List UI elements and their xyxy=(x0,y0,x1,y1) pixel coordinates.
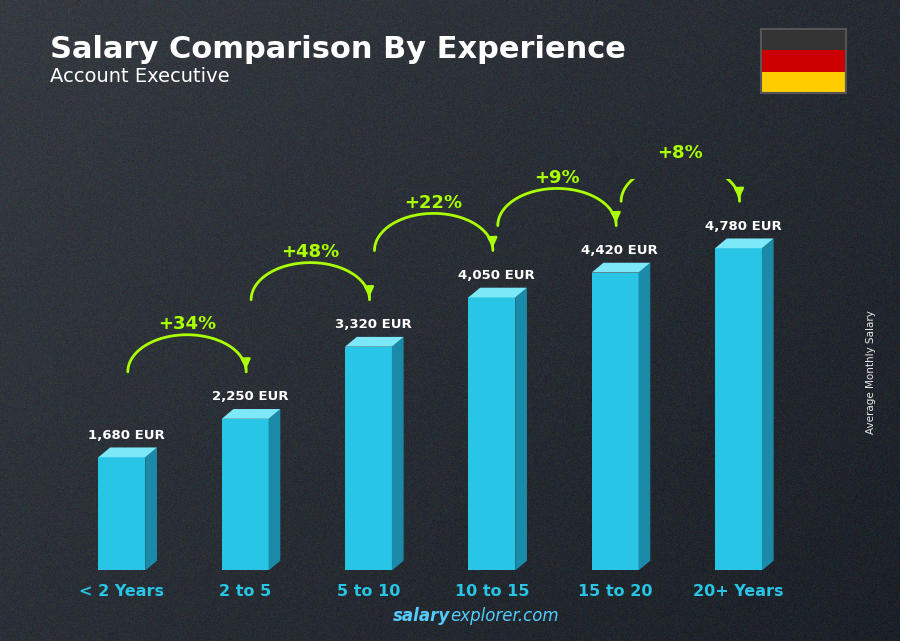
Text: +48%: +48% xyxy=(281,243,339,261)
Polygon shape xyxy=(468,288,527,297)
Bar xyxy=(98,457,145,570)
Bar xyxy=(345,347,392,570)
Bar xyxy=(591,272,639,570)
Bar xyxy=(760,50,846,72)
Text: 4,420 EUR: 4,420 EUR xyxy=(581,244,658,257)
Polygon shape xyxy=(268,409,280,570)
Text: 4,780 EUR: 4,780 EUR xyxy=(705,220,781,233)
Text: +34%: +34% xyxy=(158,315,216,333)
Text: Average Monthly Salary: Average Monthly Salary xyxy=(866,310,877,434)
Text: Salary Comparison By Experience: Salary Comparison By Experience xyxy=(50,35,625,64)
Polygon shape xyxy=(591,263,651,272)
Bar xyxy=(715,248,762,570)
Text: +9%: +9% xyxy=(535,169,580,187)
Polygon shape xyxy=(639,263,651,570)
Text: explorer.com: explorer.com xyxy=(450,607,559,625)
Polygon shape xyxy=(98,447,157,457)
Bar xyxy=(760,72,846,93)
Polygon shape xyxy=(221,409,280,419)
Text: 3,320 EUR: 3,320 EUR xyxy=(335,318,411,331)
Bar xyxy=(221,419,268,570)
Text: 4,050 EUR: 4,050 EUR xyxy=(458,269,535,282)
Text: 1,680 EUR: 1,680 EUR xyxy=(88,429,165,442)
Polygon shape xyxy=(392,337,403,570)
Text: Account Executive: Account Executive xyxy=(50,67,230,87)
Polygon shape xyxy=(515,288,527,570)
Bar xyxy=(468,297,515,570)
Bar xyxy=(760,29,846,50)
Text: 2,250 EUR: 2,250 EUR xyxy=(212,390,288,403)
Polygon shape xyxy=(145,447,157,570)
Polygon shape xyxy=(715,238,774,248)
Polygon shape xyxy=(345,337,403,347)
Text: +22%: +22% xyxy=(405,194,463,212)
Polygon shape xyxy=(762,238,774,570)
Text: +8%: +8% xyxy=(657,144,703,162)
Text: salary: salary xyxy=(392,607,450,625)
